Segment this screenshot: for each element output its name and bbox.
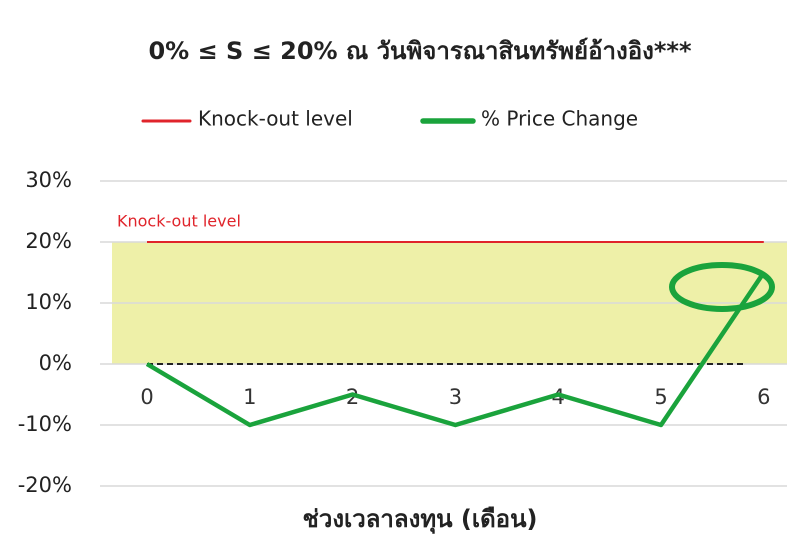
x-tick-label: 4: [552, 385, 565, 409]
series-line: [145, 271, 766, 428]
y-tick-label: 20%: [25, 229, 72, 253]
x-tick-label: 1: [243, 385, 256, 409]
y-tick-label: -20%: [18, 473, 72, 497]
x-tick-label: 0: [140, 385, 153, 409]
annotation: Knock-out level: [117, 212, 241, 231]
y-tick-label: 10%: [25, 290, 72, 314]
x-tick-label: 2: [346, 385, 359, 409]
x-tick-label: 6: [757, 385, 770, 409]
x-tick-label: 5: [654, 385, 667, 409]
highlight-ellipse: [669, 262, 775, 312]
chart-title: 0% ≤ S ≤ 20% ณ วันพิจารณาสินทรัพย์อ้างอิ…: [148, 37, 691, 65]
y-tick-label: 0%: [39, 351, 72, 375]
legend-label: Knock-out level: [198, 107, 353, 131]
x-tick-label: 3: [449, 385, 462, 409]
x-axis-label: ช่วงเวลาลงทุน (เดือน): [303, 505, 538, 535]
y-tick-label: -10%: [18, 412, 72, 436]
y-tick-label: 30%: [25, 168, 72, 192]
legend-label: % Price Change: [481, 107, 638, 131]
